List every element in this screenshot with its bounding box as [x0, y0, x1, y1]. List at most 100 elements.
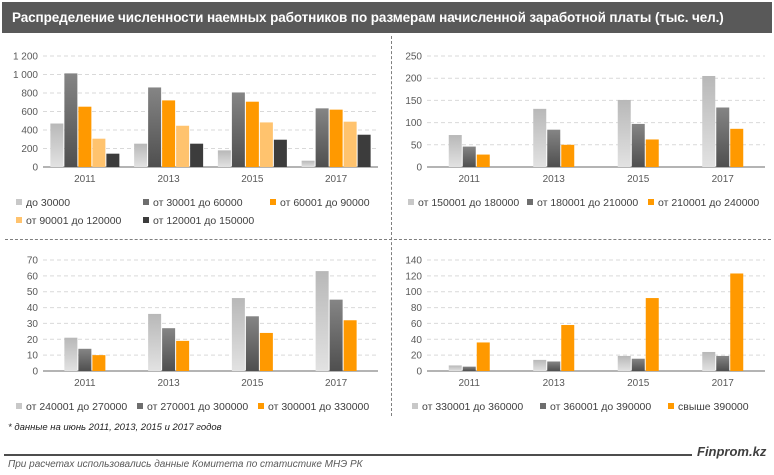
bar	[702, 75, 716, 167]
y-tick-label: 60	[27, 271, 39, 282]
x-tick-label: 2015	[627, 174, 650, 185]
legend-swatch	[16, 199, 22, 205]
bar	[92, 355, 106, 371]
bar	[329, 299, 343, 371]
bar	[561, 325, 575, 371]
bar	[217, 150, 231, 167]
x-tick-label: 2013	[543, 378, 566, 389]
legend-swatch	[412, 403, 418, 409]
x-tick-label: 2013	[158, 174, 181, 185]
x-tick-label: 2011	[458, 174, 480, 185]
bar	[190, 143, 204, 167]
y-tick-label: 100	[405, 118, 422, 129]
y-tick-label: 0	[32, 163, 38, 174]
legend-label: до 30000	[26, 197, 71, 209]
x-tick-label: 2015	[241, 378, 264, 389]
bar	[259, 122, 273, 167]
y-tick-label: 100	[405, 287, 422, 298]
bar	[617, 355, 631, 371]
x-tick-label: 2013	[543, 174, 566, 185]
bar	[148, 313, 162, 371]
legend-label: от 240001 до 270000	[26, 401, 128, 413]
bar	[561, 144, 575, 167]
legend-label: от 270001 до 300000	[147, 401, 249, 413]
y-tick-label: 50	[411, 140, 423, 151]
legend-swatch	[270, 199, 276, 205]
bar	[78, 348, 92, 371]
chart-4: 0 20 40 60 80 100 120 140 2011 2013 2015 2017	[405, 256, 765, 389]
page-title: Распределение численности наемных работн…	[2, 2, 772, 33]
bar	[50, 123, 64, 167]
y-tick-label: 20	[411, 351, 423, 362]
bar	[301, 160, 315, 167]
bar	[273, 139, 287, 167]
bar	[476, 342, 490, 371]
legend-label: от 210001 до 240000	[658, 197, 760, 209]
legend-item: от 120001 до 150000	[143, 215, 254, 227]
bar	[92, 138, 106, 167]
legend-label: от 120001 до 150000	[153, 215, 255, 227]
legend-swatch	[527, 199, 533, 205]
chart-2: 0 50 100 150 200 250 2011 2013 2015 2017	[405, 52, 765, 185]
x-tick-label: 2017	[325, 378, 348, 389]
y-tick-label: 10	[27, 351, 39, 362]
legend-item: от 330001 до 360000	[412, 401, 523, 413]
legend-item: от 300001 до 330000	[258, 401, 369, 413]
legend-item: до 30000	[16, 197, 70, 209]
legend-swatch	[143, 217, 149, 223]
bar	[162, 328, 176, 371]
legend-swatch	[143, 199, 149, 205]
y-tick-label: 30	[27, 319, 39, 330]
legend-item: от 60001 до 90000	[270, 197, 370, 209]
x-tick-label: 2015	[627, 378, 650, 389]
bar	[645, 139, 659, 167]
x-tick-label: 2017	[712, 174, 735, 185]
bar	[547, 361, 561, 371]
x-tick-label: 2017	[712, 378, 735, 389]
bar	[78, 106, 92, 167]
source-note: При расчетах использовались данные Комит…	[8, 459, 363, 470]
bar	[315, 271, 329, 371]
legend-item: от 150001 до 180000	[408, 197, 519, 209]
legend-swatch	[258, 403, 264, 409]
x-tick-label: 2015	[241, 174, 264, 185]
x-tick-label: 2011	[74, 378, 96, 389]
legend-swatch	[16, 217, 22, 223]
chart-1: 0 200 400 600 800 1 000 1 200 2011 2013 2015 2017	[13, 52, 378, 185]
y-tick-label: 200	[405, 74, 422, 85]
bar	[176, 340, 190, 371]
bar	[702, 351, 716, 371]
bar	[343, 121, 357, 167]
bar	[533, 108, 547, 167]
y-tick-label: 40	[411, 335, 423, 346]
y-tick-label: 0	[32, 367, 38, 378]
brand-logo: Finprom.kz	[697, 444, 767, 459]
legend-swatch	[408, 199, 414, 205]
y-tick-label: 800	[21, 89, 38, 100]
legend-label: от 360001 до 390000	[550, 401, 652, 413]
bar	[448, 365, 462, 371]
legend-label: от 60001 до 90000	[280, 197, 370, 209]
bar	[631, 123, 645, 167]
y-tick-label: 250	[405, 52, 422, 63]
y-tick-label: 120	[405, 271, 422, 282]
y-tick-label: 600	[21, 107, 38, 118]
y-tick-label: 60	[411, 319, 423, 330]
x-tick-label: 2011	[74, 174, 96, 185]
bar	[106, 153, 120, 167]
legend-label: от 300001 до 330000	[268, 401, 370, 413]
legend-label: от 30001 до 60000	[153, 197, 243, 209]
bar	[64, 337, 78, 371]
legend-label: от 90001 до 120000	[26, 215, 122, 227]
legend-label: от 150001 до 180000	[418, 197, 520, 209]
legend-item: свыше 390000	[668, 401, 749, 413]
y-tick-label: 80	[411, 303, 423, 314]
x-tick-label: 2011	[458, 378, 480, 389]
y-tick-label: 140	[405, 256, 422, 267]
legend-item: от 90001 до 120000	[16, 215, 121, 227]
bar	[357, 134, 371, 167]
legend-swatch	[540, 403, 546, 409]
y-tick-label: 150	[405, 96, 422, 107]
bar	[329, 109, 343, 167]
y-tick-label: 0	[416, 367, 422, 378]
